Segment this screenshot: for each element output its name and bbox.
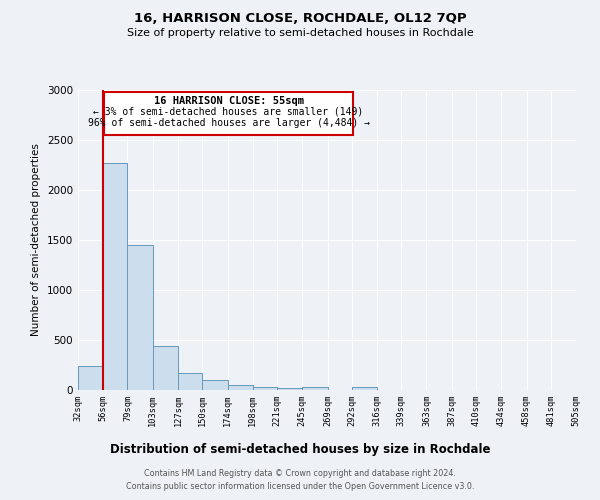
Bar xyxy=(78,366,103,390)
Bar xyxy=(253,387,277,390)
Bar xyxy=(153,346,178,390)
Bar xyxy=(302,387,328,390)
Text: ← 3% of semi-detached houses are smaller (149): ← 3% of semi-detached houses are smaller… xyxy=(94,106,364,116)
Text: Size of property relative to semi-detached houses in Rochdale: Size of property relative to semi-detach… xyxy=(127,28,473,38)
Text: Contains HM Land Registry data © Crown copyright and database right 2024.
Contai: Contains HM Land Registry data © Crown c… xyxy=(126,470,474,491)
Text: 96% of semi-detached houses are larger (4,484) →: 96% of semi-detached houses are larger (… xyxy=(88,118,370,128)
Y-axis label: Number of semi-detached properties: Number of semi-detached properties xyxy=(31,144,41,336)
Text: 16 HARRISON CLOSE: 55sqm: 16 HARRISON CLOSE: 55sqm xyxy=(154,96,304,106)
Bar xyxy=(277,388,302,390)
Text: Distribution of semi-detached houses by size in Rochdale: Distribution of semi-detached houses by … xyxy=(110,442,490,456)
Bar xyxy=(103,163,127,390)
Text: 16, HARRISON CLOSE, ROCHDALE, OL12 7QP: 16, HARRISON CLOSE, ROCHDALE, OL12 7QP xyxy=(134,12,466,26)
Bar xyxy=(227,385,253,390)
Bar xyxy=(352,387,377,390)
FancyBboxPatch shape xyxy=(104,92,353,136)
Bar xyxy=(178,373,202,390)
Bar xyxy=(202,380,227,390)
Bar xyxy=(127,245,153,390)
